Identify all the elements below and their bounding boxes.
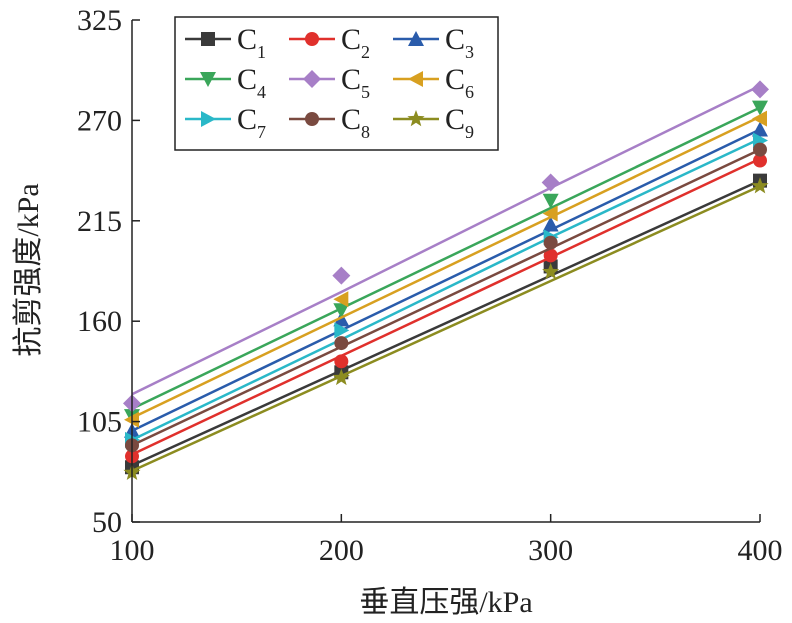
- legend-marker: [201, 111, 216, 127]
- legend-item-c8: C8: [289, 103, 370, 142]
- y-axis-title: 抗剪强度/kPa: [12, 183, 45, 356]
- axes-layer: 50 105 160 215 270 325 100 200 300 400: [77, 4, 783, 567]
- series-c7-line: [131, 137, 761, 442]
- series-c2-point: [543, 248, 558, 263]
- series-c3: [124, 121, 768, 438]
- legend-marker: [200, 72, 216, 87]
- series-c8-line: [131, 148, 761, 447]
- series-c6-point: [333, 291, 349, 308]
- x-tick-label: 100: [110, 534, 155, 567]
- series-c8-point: [334, 336, 349, 351]
- legend-label: C8: [341, 103, 370, 142]
- series-c4-line: [131, 106, 761, 410]
- x-tick-label: 200: [319, 534, 364, 567]
- legend-label: C9: [445, 103, 474, 142]
- series-c9-line: [131, 184, 761, 473]
- series-c6-line: [131, 115, 761, 420]
- legend-item-c9: C9: [393, 103, 474, 142]
- series-layer: [123, 80, 769, 480]
- series-c4-point: [542, 193, 559, 209]
- legend-marker: [408, 31, 424, 46]
- series-c8-point: [543, 235, 558, 250]
- y-tick-label: 50: [92, 506, 122, 539]
- series-c2-point: [753, 153, 767, 168]
- legend-item-c1: C1: [185, 23, 266, 62]
- series-c7: [125, 132, 768, 448]
- series-c5-point: [332, 266, 351, 285]
- legend-item-c3: C3: [393, 23, 474, 62]
- legend-label: C6: [445, 63, 474, 102]
- series-c1-line: [131, 179, 761, 467]
- legend-label: C4: [237, 63, 266, 102]
- legend-label: C7: [237, 103, 266, 142]
- legend-label: C1: [237, 23, 266, 62]
- y-tick-label: 160: [77, 305, 122, 338]
- legend-marker: [408, 71, 423, 87]
- legend-label: C3: [445, 23, 474, 62]
- series-c3-point: [542, 216, 559, 232]
- y-tick-label: 215: [77, 205, 122, 238]
- x-tick-label: 300: [528, 534, 573, 567]
- series-c3-line: [131, 128, 761, 432]
- series-c5-line: [131, 84, 761, 396]
- series-c8: [125, 142, 767, 453]
- legend-item-c4: C4: [185, 63, 266, 102]
- legend-label: C5: [341, 63, 370, 102]
- y-tick-label: 105: [77, 406, 122, 439]
- y-tick-label: 270: [77, 104, 122, 137]
- legend-marker: [305, 32, 319, 46]
- x-tick-label: 400: [738, 534, 783, 567]
- legend-marker: [407, 110, 425, 127]
- legend: C1 C2 C3 C4 C5 C6 C7 C8 C9: [174, 16, 499, 151]
- series-c7-point: [334, 322, 350, 339]
- legend-item-c5: C5: [289, 63, 370, 102]
- series-c5-point: [751, 80, 769, 99]
- series-c9-point: [751, 177, 769, 194]
- series-c6-point: [542, 205, 558, 222]
- y-tick-label: 325: [77, 4, 122, 37]
- series-c8-point: [753, 142, 767, 157]
- legend-label: C2: [341, 23, 370, 62]
- series-c2-line: [131, 157, 761, 456]
- legend-item-c7: C7: [185, 103, 266, 142]
- series-c6-point: [752, 110, 767, 127]
- series-c3-point: [333, 311, 350, 327]
- legend-marker: [305, 112, 319, 126]
- series-c6: [124, 110, 767, 428]
- series-c4-point: [752, 100, 768, 116]
- legend-marker: [303, 70, 321, 88]
- legend-marker: [201, 32, 215, 46]
- series-c9-point: [332, 368, 350, 386]
- series-c2-point: [334, 354, 349, 369]
- x-axis-title: 垂直压强/kPa: [359, 586, 532, 619]
- series-c5-point: [541, 173, 560, 192]
- series-c9: [123, 177, 769, 480]
- series-c2: [125, 153, 767, 464]
- legend-item-c6: C6: [393, 63, 474, 102]
- series-c4-point: [333, 303, 350, 319]
- series-c9-point: [542, 262, 560, 280]
- series-c3-point: [752, 121, 768, 137]
- legend-item-c2: C2: [289, 23, 370, 62]
